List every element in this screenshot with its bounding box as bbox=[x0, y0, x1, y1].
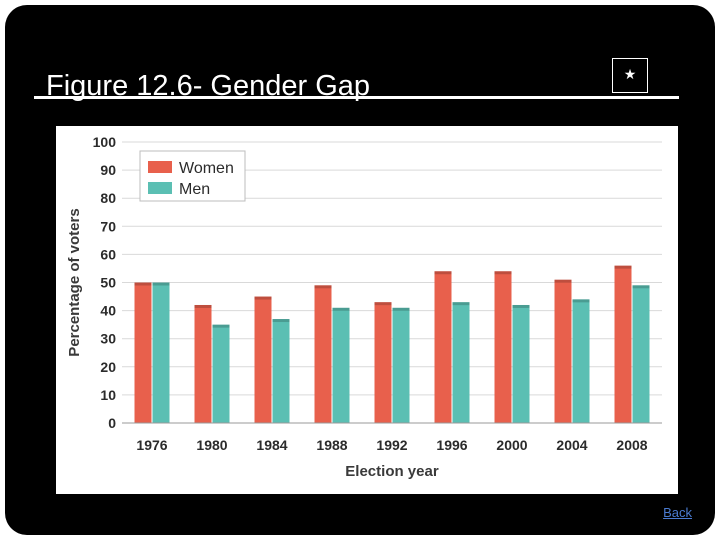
y-tick-label: 100 bbox=[93, 134, 117, 150]
men-bar-cap bbox=[152, 282, 170, 286]
women-bar bbox=[194, 304, 212, 423]
men-bar-cap bbox=[392, 307, 410, 311]
y-tick-labels: 0 10 20 30 40 50 60 70 80 90 100 bbox=[93, 134, 117, 431]
women-bar-cap bbox=[194, 304, 212, 308]
women-bar-cap bbox=[434, 271, 452, 275]
women-bar bbox=[374, 302, 392, 423]
y-axis-label: Percentage of voters bbox=[66, 208, 83, 356]
x-tick-label: 2008 bbox=[616, 437, 647, 453]
legend-label: Men bbox=[179, 181, 210, 198]
title-underline bbox=[34, 96, 679, 99]
bars bbox=[134, 265, 650, 423]
women-legend-swatch bbox=[148, 161, 172, 173]
women-bar-cap bbox=[254, 296, 272, 300]
men-bar bbox=[572, 299, 590, 423]
men-bar bbox=[272, 319, 290, 423]
men-bar bbox=[632, 285, 650, 423]
women-bar-cap bbox=[134, 282, 152, 286]
x-tick-label: 2004 bbox=[556, 437, 587, 453]
x-tick-label: 1996 bbox=[436, 437, 467, 453]
men-bar bbox=[332, 307, 350, 423]
y-tick-label: 40 bbox=[100, 303, 116, 319]
y-tick-label: 50 bbox=[100, 275, 116, 291]
men-bar-cap bbox=[452, 302, 470, 306]
men-bar-cap bbox=[632, 285, 650, 289]
men-bar-cap bbox=[272, 319, 290, 323]
women-bar bbox=[614, 265, 632, 423]
women-bar-cap bbox=[374, 302, 392, 306]
x-tick-label: 1980 bbox=[196, 437, 227, 453]
x-tick-labels: 1976 1980 1984 1988 1992 1996 2000 2004 2008 bbox=[136, 437, 647, 453]
y-tick-label: 10 bbox=[100, 387, 116, 403]
y-tick-label: 20 bbox=[100, 359, 116, 375]
women-bar bbox=[494, 271, 512, 423]
men-bar bbox=[512, 304, 530, 423]
women-bar bbox=[254, 296, 272, 423]
legend-label: Women bbox=[179, 160, 234, 177]
women-bar-cap bbox=[614, 265, 632, 269]
back-link[interactable]: Back bbox=[663, 505, 692, 520]
men-legend-swatch bbox=[148, 182, 172, 194]
y-tick-label: 60 bbox=[100, 246, 116, 262]
men-bar-cap bbox=[212, 324, 230, 328]
y-tick-label: 70 bbox=[100, 218, 116, 234]
men-bar-cap bbox=[332, 307, 350, 311]
women-bar bbox=[134, 282, 152, 423]
x-axis-label: Election year bbox=[345, 463, 439, 480]
y-tick-label: 30 bbox=[100, 331, 116, 347]
women-bar-cap bbox=[554, 279, 572, 283]
x-tick-label: 1984 bbox=[256, 437, 287, 453]
x-tick-label: 1988 bbox=[316, 437, 347, 453]
y-tick-label: 80 bbox=[100, 190, 116, 206]
women-bar-cap bbox=[494, 271, 512, 275]
men-bar bbox=[452, 302, 470, 423]
men-bar-cap bbox=[512, 304, 530, 308]
women-bar bbox=[554, 279, 572, 423]
x-tick-label: 1976 bbox=[136, 437, 167, 453]
men-bar bbox=[392, 307, 410, 423]
women-bar-cap bbox=[314, 285, 332, 289]
x-tick-label: 1992 bbox=[376, 437, 407, 453]
men-bar-cap bbox=[572, 299, 590, 303]
x-tick-label: 2000 bbox=[496, 437, 527, 453]
chart-panel: 0 10 20 30 40 50 60 70 80 90 100 1976 1980 1984 1988 1… bbox=[56, 126, 678, 494]
men-bar bbox=[212, 324, 230, 423]
y-tick-label: 0 bbox=[108, 415, 116, 431]
women-bar bbox=[434, 271, 452, 423]
y-tick-label: 90 bbox=[100, 162, 116, 178]
women-bar bbox=[314, 285, 332, 423]
men-bar bbox=[152, 282, 170, 423]
star-icon[interactable]: ★ bbox=[612, 58, 648, 93]
legend: Women Men bbox=[139, 150, 246, 202]
